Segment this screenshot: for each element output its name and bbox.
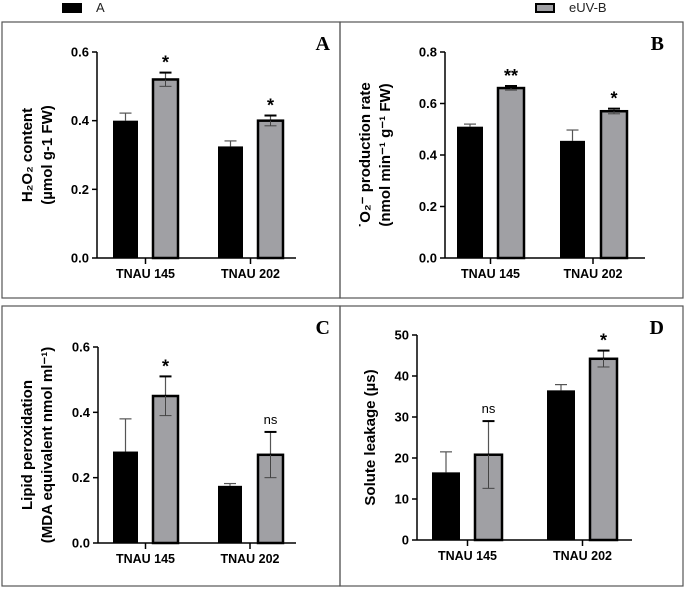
y-tick-label: 0.0	[72, 536, 90, 551]
x-tick-label: TNAU 145	[461, 267, 520, 281]
panel-label: C	[316, 317, 330, 339]
significance-label: *	[267, 96, 274, 116]
legend-item-euvb: eUV-B	[535, 0, 607, 15]
panel-b: 0.0 0.2 0.4 0.6 0.8 TNAU 145 ** TNAU 202 * ˙O₂⁻ p…	[357, 33, 664, 281]
bar-euvb	[599, 109, 629, 260]
x-tick-label: TNAU 145	[438, 549, 497, 563]
y-tick-label: 40	[395, 369, 409, 384]
y-axis-label: H₂O₂ content	[19, 108, 36, 202]
y-axis-label: (µmol g-1 FW)	[39, 105, 56, 204]
significance-label: *	[610, 89, 617, 109]
bar-euvb	[151, 78, 180, 260]
significance-label: *	[600, 331, 607, 351]
y-axis-label: ˙O₂⁻ production rate	[357, 82, 374, 227]
y-tick-label: 0.0	[71, 251, 89, 266]
y-tick-label: 0.0	[419, 251, 437, 266]
panel-label: D	[650, 317, 664, 339]
y-tick-label: 30	[395, 410, 409, 425]
y-axis-label: Solute leakage (µs)	[362, 369, 379, 505]
y-tick-label: 0	[402, 533, 409, 548]
panel-label: B	[651, 33, 664, 55]
y-tick-label: 50	[395, 328, 409, 343]
y-tick-label: 0.2	[71, 182, 89, 197]
significance-label: ns	[482, 401, 496, 416]
y-axis-label: (MDA equivalent nmol ml⁻¹)	[39, 347, 56, 544]
y-tick-label: 0.6	[72, 340, 90, 355]
x-tick-label: TNAU 202	[221, 267, 280, 281]
bar-a	[560, 140, 585, 258]
significance-label: *	[162, 356, 169, 376]
bar-a	[113, 120, 138, 259]
y-tick-label: 0.4	[419, 148, 438, 163]
bar-euvb	[151, 394, 180, 545]
bar-euvb	[256, 119, 285, 260]
y-tick-label: 10	[395, 492, 409, 507]
y-axis-label: (nmol min⁻¹ g⁻¹ FW)	[377, 83, 394, 226]
panel-c: 0.0 0.2 0.4 0.6 TNAU 145 * TNAU 202 ns Lipid per…	[19, 317, 330, 566]
x-tick-label: TNAU 202	[553, 549, 612, 563]
panel-frame	[339, 21, 684, 299]
bar-a	[547, 390, 575, 540]
legend-label-euvb: eUV-B	[569, 0, 607, 15]
panel-a: 0.0 0.2 0.4 0.6 TNAU 145 * TNAU 202 * H₂O₂ conte…	[19, 33, 331, 281]
legend-item-a: A	[62, 0, 105, 15]
bar-a	[218, 485, 242, 543]
x-tick-label: TNAU 202	[563, 267, 622, 281]
x-tick-label: TNAU 202	[220, 552, 279, 566]
legend-swatch-a	[62, 2, 82, 13]
panel-frame	[339, 305, 684, 587]
y-tick-label: 0.6	[419, 96, 437, 111]
significance-label: **	[504, 66, 518, 86]
y-tick-label: 0.2	[72, 470, 90, 485]
significance-label: *	[162, 53, 169, 73]
panel-d: 0 10 20 30 40 50 TNAU 145 ns TNAU 202 * Solute lea…	[362, 317, 664, 563]
y-tick-label: 0.4	[72, 405, 91, 420]
y-axis-label: Lipid peroxidation	[19, 380, 36, 510]
x-tick-label: TNAU 145	[116, 552, 175, 566]
y-tick-label: 20	[395, 451, 409, 466]
bar-a	[432, 472, 460, 540]
y-tick-label: 0.2	[419, 199, 437, 214]
significance-label: ns	[264, 412, 278, 427]
bar-a	[113, 451, 138, 543]
y-tick-label: 0.8	[419, 45, 437, 60]
x-tick-label: TNAU 145	[116, 267, 175, 281]
legend-swatch-euvb	[535, 2, 555, 13]
y-tick-label: 0.4	[71, 113, 90, 128]
bar-euvb	[496, 86, 526, 260]
bar-a	[218, 146, 243, 258]
bar-euvb	[588, 357, 619, 542]
y-tick-label: 0.6	[71, 45, 89, 60]
bar-a	[457, 126, 483, 258]
panel-label: A	[316, 33, 331, 55]
legend-label-a: A	[96, 0, 105, 15]
